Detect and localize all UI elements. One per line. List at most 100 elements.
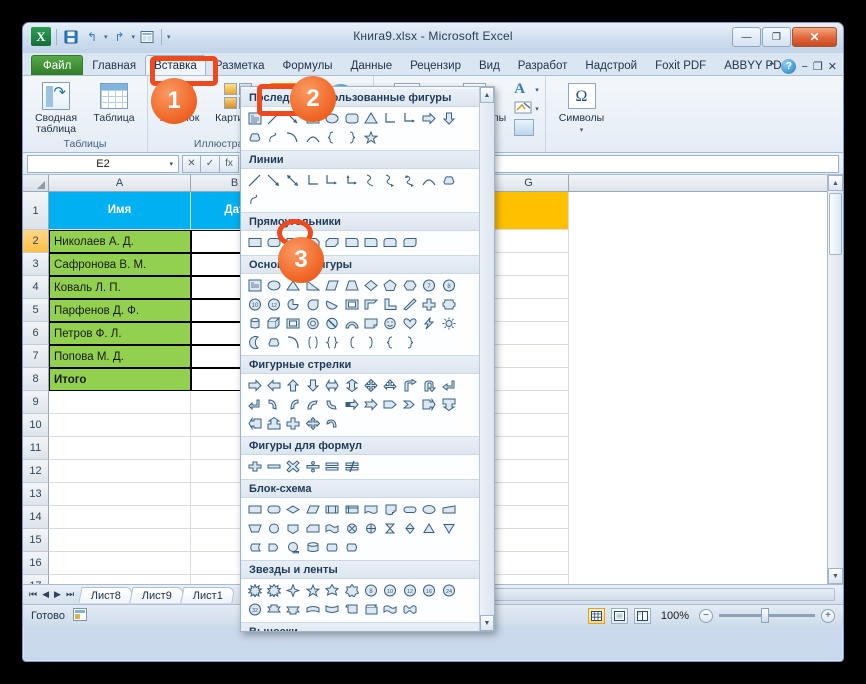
row-header-7[interactable]: 7	[23, 345, 49, 368]
cell-a16[interactable]	[49, 552, 191, 575]
restore-button[interactable]: ❐	[762, 27, 791, 47]
flowchart-extract-shape[interactable]	[420, 519, 439, 538]
cell-g2[interactable]	[489, 230, 569, 253]
diagonal-stripe-shape[interactable]	[400, 295, 419, 314]
cell-g11[interactable]	[489, 437, 569, 460]
star-7-point-shape[interactable]	[342, 581, 361, 600]
star-12-point-shape[interactable]: 12	[400, 581, 419, 600]
half-frame-shape[interactable]	[361, 295, 380, 314]
flowchart-manual-input-shape[interactable]	[439, 500, 458, 519]
triangle-shape[interactable]	[284, 276, 303, 295]
cross-shape[interactable]	[420, 295, 439, 314]
cell-a14[interactable]	[49, 506, 191, 529]
freeform-shape[interactable]	[439, 171, 458, 190]
last-sheet-icon[interactable]: ⏭	[65, 589, 75, 599]
doc-minimize-icon[interactable]: −	[801, 60, 808, 73]
cell-g8[interactable]	[489, 368, 569, 391]
decagon-shape[interactable]: 10	[245, 295, 264, 314]
curved-up-ribbon-shape[interactable]	[303, 600, 322, 619]
star-4-point-shape[interactable]	[284, 581, 303, 600]
cell-a10[interactable]	[49, 414, 191, 437]
flowchart-direct-access-shape[interactable]	[323, 538, 342, 557]
row-header-8[interactable]: 8	[23, 368, 49, 391]
heptagon-shape[interactable]: 7	[420, 276, 439, 295]
chevron-down-icon[interactable]: ▾	[169, 160, 173, 168]
cell-a2[interactable]: Николаев А. Д.	[49, 230, 191, 253]
sun-shape[interactable]	[439, 314, 458, 333]
cell-a9[interactable]	[49, 391, 191, 414]
flowchart-data-shape[interactable]	[303, 500, 322, 519]
diamond-shape[interactable]	[361, 276, 380, 295]
tab-developer[interactable]: Разработ	[517, 60, 568, 72]
teardrop-shape[interactable]	[303, 295, 322, 314]
up-ribbon-shape[interactable]	[264, 600, 283, 619]
curved-down-ribbon-shape[interactable]	[323, 600, 342, 619]
tab-formulas[interactable]: Формулы	[282, 60, 333, 72]
curved-connector-shape[interactable]	[361, 171, 380, 190]
doc-close-icon[interactable]: ✕	[827, 61, 837, 73]
undo-icon[interactable]: ↰	[86, 29, 98, 44]
cell-g13[interactable]	[489, 483, 569, 506]
flowchart-or-shape[interactable]	[361, 519, 380, 538]
left-arrow-callout-shape[interactable]	[245, 414, 264, 433]
confirm-formula-button[interactable]: ✓	[201, 154, 220, 173]
cube-shape[interactable]	[264, 314, 283, 333]
cell-g6[interactable]	[489, 322, 569, 345]
gallery-scroll-up-button[interactable]: ▲	[480, 87, 494, 103]
right-arrow-callout-shape[interactable]	[420, 395, 439, 414]
double-wave-shape[interactable]	[400, 600, 419, 619]
dodecagon-shape[interactable]: 12	[264, 295, 283, 314]
cell-g10[interactable]	[489, 414, 569, 437]
column-header-g[interactable]: G	[489, 175, 569, 191]
row-header-5[interactable]: 5	[23, 299, 49, 322]
right-triangle-shape[interactable]	[303, 276, 322, 295]
curve-shape[interactable]	[284, 128, 303, 147]
cell-g15[interactable]	[489, 529, 569, 552]
flowchart-collate-shape[interactable]	[381, 519, 400, 538]
chord-shape[interactable]	[323, 295, 342, 314]
rounded-rectangle-shape[interactable]	[342, 109, 361, 128]
zoom-slider-thumb[interactable]	[761, 608, 769, 623]
octagon-shape[interactable]: 8	[439, 276, 458, 295]
tab-review[interactable]: Рецензир	[410, 60, 461, 72]
double-bracket-shape[interactable]	[303, 333, 322, 352]
smiley-face-shape[interactable]	[381, 314, 400, 333]
row-header-9[interactable]: 9	[23, 391, 49, 414]
multiply-shape[interactable]	[284, 457, 303, 476]
right-arrow-shape[interactable]	[245, 376, 264, 395]
row-header-2[interactable]: 2	[23, 230, 49, 253]
rounded-rectangle-shape[interactable]	[264, 233, 283, 252]
oval-shape[interactable]	[264, 276, 283, 295]
cell-a17[interactable]	[49, 575, 191, 584]
cell-g17[interactable]	[489, 575, 569, 584]
down-ribbon-shape[interactable]	[284, 600, 303, 619]
left-brace-shape[interactable]	[381, 333, 400, 352]
up-arrow-callout-shape[interactable]	[264, 414, 283, 433]
l-shape[interactable]	[381, 295, 400, 314]
trapezoid-shape[interactable]	[342, 276, 361, 295]
bent-arrow-shape[interactable]	[400, 376, 419, 395]
down-arrow-callout-shape[interactable]	[439, 395, 458, 414]
flowchart-alternate-process-shape[interactable]	[264, 500, 283, 519]
flowchart-terminator-shape[interactable]	[400, 500, 419, 519]
zoom-out-button[interactable]: −	[699, 608, 713, 623]
cell-a1[interactable]: Имя	[49, 192, 191, 230]
tab-data[interactable]: Данные	[350, 60, 393, 72]
flowchart-merge-shape[interactable]	[439, 519, 458, 538]
left-brace-shape[interactable]	[323, 128, 342, 147]
tab-addins[interactable]: Надстрой	[585, 60, 638, 72]
tab-file[interactable]: Файл	[31, 55, 84, 75]
sheet-tab-list8[interactable]: Лист8	[78, 586, 134, 603]
prev-sheet-icon[interactable]: ◀	[42, 589, 50, 599]
text-box-shape[interactable]	[245, 109, 264, 128]
wordart-icon[interactable]: A	[514, 81, 526, 97]
status-macro-icon[interactable]	[72, 607, 87, 624]
flowchart-preparation-shape[interactable]	[420, 500, 439, 519]
flowchart-punched-tape-shape[interactable]	[323, 519, 342, 538]
vertical-scroll-shape[interactable]	[342, 600, 361, 619]
scroll-up-button[interactable]: ▲	[828, 175, 843, 191]
double-brace-shape[interactable]	[323, 333, 342, 352]
row-header-10[interactable]: 10	[23, 414, 49, 437]
horizontal-scroll-shape[interactable]	[361, 600, 380, 619]
scrollbar-thumb[interactable]	[829, 193, 842, 255]
